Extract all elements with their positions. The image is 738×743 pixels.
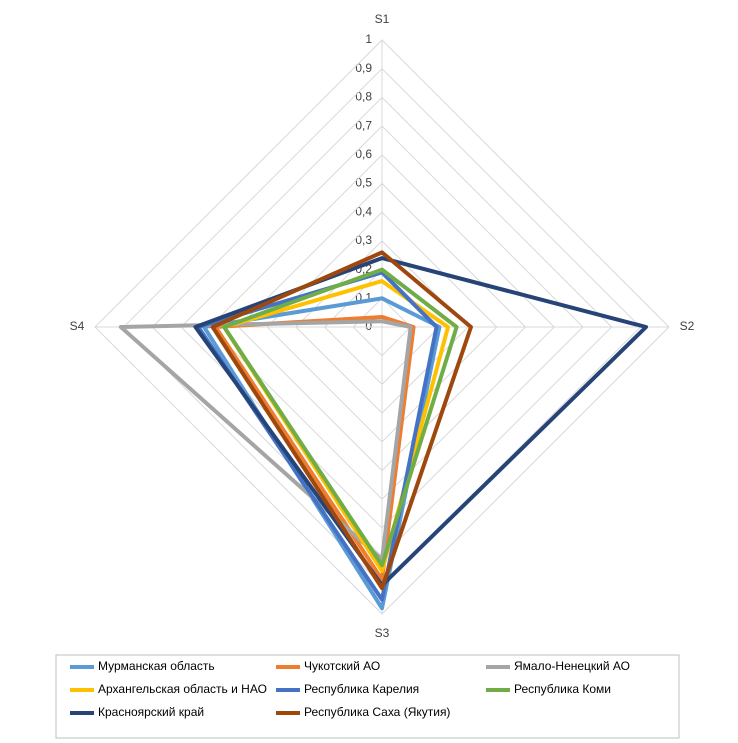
legend-label: Республика Коми	[514, 682, 611, 696]
tick-label: 1	[365, 32, 372, 46]
tick-label: 0,7	[355, 118, 372, 132]
legend-label: Архангельская область и НАО	[98, 682, 267, 696]
tick-label: 0,9	[355, 61, 372, 75]
tick-label: 0,4	[355, 204, 372, 218]
legend-label: Республика Саха (Якутия)	[304, 705, 450, 719]
tick-label: 0,5	[355, 176, 372, 190]
category-label: S1	[375, 12, 390, 26]
legend-label: Красноярский край	[98, 705, 204, 719]
tick-label: 0,3	[355, 233, 372, 247]
tick-label: 0,8	[355, 90, 372, 104]
tick-label: 0,6	[355, 147, 372, 161]
category-label: S3	[375, 626, 390, 640]
legend-box	[55, 654, 680, 739]
category-label: S2	[680, 319, 695, 333]
legend-label: Республика Карелия	[304, 682, 419, 696]
legend-label: Мурманская область	[98, 659, 215, 673]
series-line	[210, 250, 473, 591]
series-line	[196, 270, 439, 602]
legend: Мурманская область Чукотский АО Ямало-Нене…	[70, 659, 630, 719]
tick-label: 0	[365, 319, 372, 333]
category-label: S4	[70, 319, 85, 333]
legend-label: Ямало-Ненецкий АО	[514, 659, 630, 673]
legend-label: Чукотский АО	[304, 659, 380, 673]
series-line	[222, 267, 459, 568]
series-line	[222, 279, 451, 573]
